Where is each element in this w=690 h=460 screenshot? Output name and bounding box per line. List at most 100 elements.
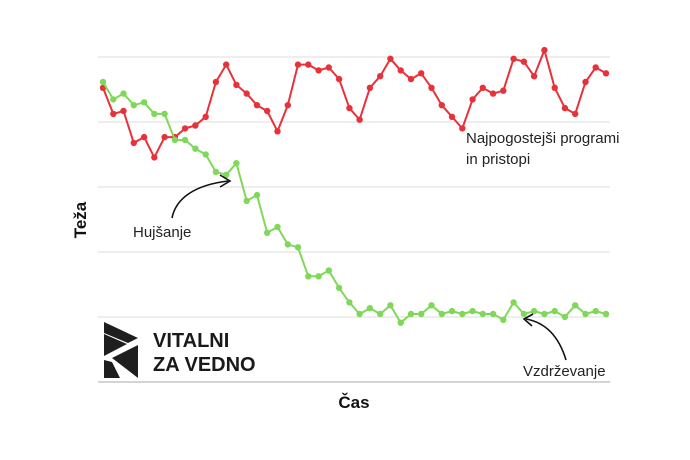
data-point [418, 70, 425, 77]
data-point [592, 64, 599, 71]
data-point [407, 75, 415, 83]
data-point [387, 302, 394, 309]
data-point [520, 58, 528, 65]
data-point [479, 310, 486, 318]
logo-mark-icon [104, 322, 138, 378]
data-point [130, 139, 137, 147]
data-point [448, 307, 456, 315]
data-point [500, 87, 507, 94]
data-point [253, 191, 261, 199]
data-point [510, 299, 517, 306]
data-point [469, 307, 476, 315]
data-point [202, 151, 209, 158]
series-0 [99, 46, 610, 161]
data-point [305, 61, 312, 68]
data-point [479, 84, 486, 92]
data-point [161, 133, 168, 141]
data-point [572, 302, 579, 309]
data-point [120, 107, 127, 115]
data-point [438, 102, 445, 109]
data-point [181, 136, 189, 144]
annotation-arrow [525, 318, 567, 361]
data-point [294, 244, 302, 251]
data-point [561, 104, 569, 112]
data-point [366, 84, 374, 92]
data-point [551, 84, 558, 92]
data-point [274, 128, 281, 135]
y-axis-label: Teža [71, 201, 90, 238]
data-point [212, 78, 220, 86]
data-point [356, 310, 363, 318]
data-point [572, 110, 579, 118]
data-point [541, 46, 548, 54]
data-point [99, 78, 107, 86]
data-point [346, 299, 353, 306]
arrowhead [219, 174, 232, 188]
data-point [356, 116, 363, 123]
annotation-common-programs: Najpogostejši programi in pristopi [466, 130, 619, 168]
data-point [151, 154, 158, 161]
arrowhead [522, 313, 534, 327]
annotation-text-common-programs: Najpogostejši programi [466, 130, 619, 147]
data-point [233, 81, 240, 89]
data-point [264, 107, 271, 115]
data-point [284, 241, 291, 248]
annotation-text-maintenance: Vzdrževanje [523, 363, 606, 380]
data-point [541, 310, 548, 318]
data-point [110, 110, 117, 118]
data-point [377, 310, 384, 318]
data-point [110, 96, 117, 103]
data-point [602, 70, 610, 77]
data-point [551, 307, 558, 315]
data-point [192, 145, 199, 152]
data-point [530, 307, 538, 315]
data-point [602, 310, 610, 318]
data-point [448, 113, 456, 121]
data-point [212, 168, 220, 176]
data-point [459, 310, 466, 318]
brand-logo: VITALNI ZA VEDNO [104, 322, 256, 378]
grid-lines [98, 56, 610, 383]
data-point [315, 273, 322, 280]
annotation-text-common-programs-line2: in pristopi [466, 151, 530, 168]
data-point [253, 102, 261, 109]
data-point [171, 136, 179, 144]
data-point [469, 96, 476, 103]
data-point [335, 284, 343, 292]
logo-text-line2: ZA VEDNO [153, 354, 256, 376]
data-point [202, 113, 209, 121]
data-point [366, 305, 374, 312]
data-point [140, 133, 148, 141]
data-point [397, 319, 404, 326]
data-point [592, 307, 599, 315]
data-point [120, 90, 127, 97]
data-point [407, 310, 415, 318]
data-point [294, 61, 302, 68]
data-point [223, 171, 230, 178]
data-point [181, 125, 189, 132]
data-point [243, 90, 250, 97]
annotation-text-weight-loss: Hujšanje [133, 224, 191, 241]
data-point [243, 197, 250, 205]
data-point [397, 67, 404, 74]
data-point [284, 102, 291, 109]
data-point [192, 122, 199, 129]
data-point [325, 64, 332, 71]
series-layer [99, 46, 610, 326]
data-point [510, 55, 517, 62]
data-point [428, 302, 435, 309]
data-point [530, 73, 538, 80]
annotation-arrow [171, 180, 229, 219]
data-point [418, 310, 425, 318]
data-point [489, 90, 497, 97]
data-point [520, 310, 528, 318]
data-point [315, 67, 322, 74]
data-point [274, 223, 281, 231]
data-point [223, 61, 230, 68]
logo-text-line1: VITALNI [153, 330, 229, 352]
data-point [428, 84, 435, 92]
annotation-maintenance: Vzdrževanje [522, 313, 606, 380]
data-point [438, 310, 445, 318]
annotation-weight-loss: Hujšanje [133, 174, 232, 241]
